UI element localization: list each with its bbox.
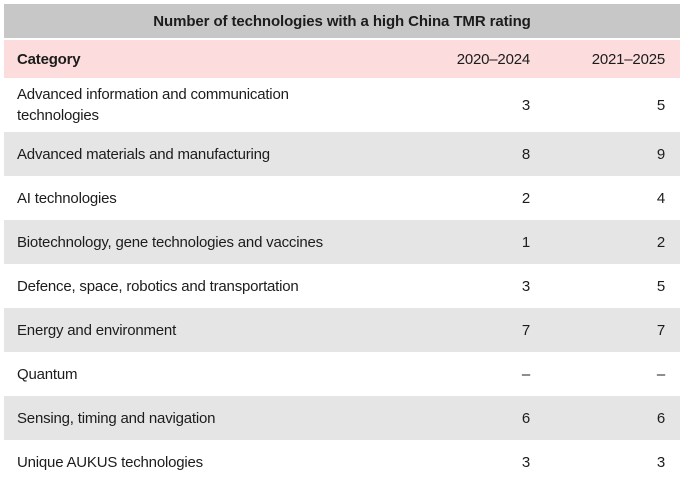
column-header-category: Category [17,50,81,68]
table-row: Biotechnology, gene technologies and vac… [4,220,680,264]
value-cell-2021-2025: 6 [656,409,665,427]
table-row: Advanced information and communication t… [4,78,680,132]
value-cell-2021-2025: – [656,365,665,383]
category-label: Advanced materials and manufacturing [17,145,270,163]
category-label: Unique AUKUS technologies [17,453,203,471]
category-label: Biotechnology, gene technologies and vac… [17,233,323,251]
category-label: Sensing, timing and navigation [17,409,216,427]
category-label: Energy and environment [17,321,177,339]
table-row: Energy and environment 7 7 [4,308,680,352]
category-cell: Unique AUKUS technologies [4,440,435,484]
value-cell-2020-2024: – [521,365,530,383]
value-cell-2020-2024: 3 [521,277,530,295]
category-cell: Energy and environment [4,308,435,352]
table-row: AI technologies 2 4 [4,176,680,220]
category-cell: Biotechnology, gene technologies and vac… [4,220,435,264]
value-cell-2021-2025: 9 [656,145,665,163]
value-cell-2020-2024: 7 [521,321,530,339]
value-cell-2021-2025: 7 [656,321,665,339]
table-row: Defence, space, robotics and transportat… [4,264,680,308]
value-cell-2020-2024: 1 [521,233,530,251]
value-cell-2021-2025: 5 [656,277,665,295]
value-cell-2021-2025: 4 [656,189,665,207]
value-cell-2020-2024: 3 [521,96,530,114]
category-cell: Advanced materials and manufacturing [4,132,435,176]
tmr-rating-table: Category 2020–2024 2021–2025 Advanced in… [4,40,680,484]
value-cell-2021-2025: 5 [656,96,665,114]
category-cell: Advanced information and communication t… [4,78,435,132]
table-title: Number of technologies with a high China… [4,4,680,38]
category-cell: Quantum [4,352,435,396]
category-label: Defence, space, robotics and transportat… [17,277,299,295]
table-row: Advanced materials and manufacturing 8 9 [4,132,680,176]
table-row: Quantum – – [4,352,680,396]
value-cell-2021-2025: 3 [656,453,665,471]
column-header-2020-2024: 2020–2024 [456,50,530,68]
value-cell-2020-2024: 3 [521,453,530,471]
category-label: AI technologies [17,189,117,207]
value-cell-2020-2024: 8 [521,145,530,163]
value-cell-2021-2025: 2 [656,233,665,251]
value-cell-2020-2024: 6 [521,409,530,427]
header-row: Category 2020–2024 2021–2025 [4,40,680,78]
category-label: Quantum [17,365,78,383]
category-cell: AI technologies [4,176,435,220]
category-label: Advanced information and communication t… [17,86,289,124]
category-cell: Sensing, timing and navigation [4,396,435,440]
category-cell: Defence, space, robotics and transportat… [4,264,435,308]
table-row: Sensing, timing and navigation 6 6 [4,396,680,440]
table-row: Unique AUKUS technologies 3 3 [4,440,680,484]
value-cell-2020-2024: 2 [521,189,530,207]
column-header-2021-2025: 2021–2025 [591,50,665,68]
